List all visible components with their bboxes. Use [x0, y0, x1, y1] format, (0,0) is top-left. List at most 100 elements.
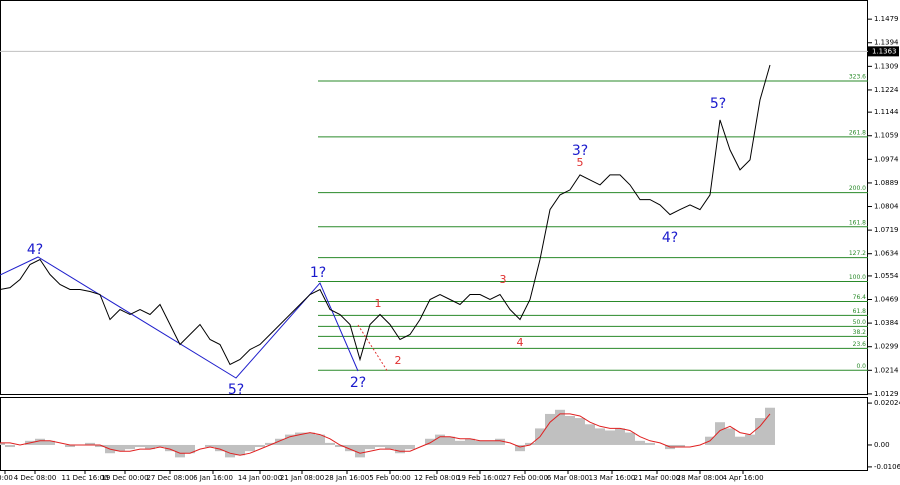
- fib-label: 161.8: [849, 219, 866, 226]
- y-tick-label: 1.0129: [874, 390, 899, 398]
- wave-label: 5?: [228, 382, 244, 398]
- y-tick-label: 1.0554: [874, 272, 899, 280]
- wave-label: 5?: [710, 96, 726, 112]
- wave-label: 3: [500, 273, 507, 286]
- osc-bar: [225, 444, 235, 458]
- osc-tick-label: 0.02024: [874, 399, 900, 407]
- wave-label: 3?: [572, 143, 588, 159]
- x-tick-label: 13 Mar 16:00: [589, 474, 636, 482]
- x-tick-label: 11 Dec 16:00: [61, 474, 108, 482]
- wave-label: 4?: [27, 242, 43, 258]
- osc-bar: [555, 409, 565, 445]
- x-tick-label: 21 Jan 08:00: [280, 474, 324, 482]
- osc-bar: [235, 444, 245, 456]
- current-price-label: 1.1363: [872, 47, 897, 55]
- osc-bar: [485, 440, 495, 445]
- x-tick-label: 4 Dec 08:00: [14, 474, 57, 482]
- osc-bar: [215, 444, 225, 452]
- y-tick-label: 1.0889: [874, 179, 899, 187]
- osc-bar: [545, 413, 555, 445]
- x-tick-label: 19 Dec 00:00: [101, 474, 148, 482]
- osc-bar: [85, 442, 95, 445]
- osc-bar: [135, 444, 145, 448]
- fib-label: 100.0: [849, 274, 866, 281]
- osc-bar: [615, 428, 625, 445]
- osc-bar: [445, 436, 455, 445]
- price-line: [0, 64, 771, 366]
- osc-bar: [65, 444, 75, 448]
- wave-label: 5: [577, 156, 584, 169]
- osc-bar: [275, 438, 285, 445]
- osc-tick-label: -0.0106: [874, 463, 900, 471]
- wave-label: 4: [517, 336, 524, 349]
- fib-label: 50.0: [853, 319, 867, 326]
- fib-label: 323.6: [849, 74, 866, 81]
- x-tick-label: 19 Feb 16:00: [457, 474, 503, 482]
- fib-label: 61.8: [853, 308, 867, 315]
- osc-bar: [725, 428, 735, 445]
- osc-bar: [595, 428, 605, 445]
- osc-bar: [35, 438, 45, 445]
- osc-bar: [645, 442, 655, 445]
- osc-bar: [265, 442, 275, 445]
- osc-bar: [295, 432, 305, 445]
- y-tick-label: 1.1479: [874, 15, 899, 23]
- wave-line: [0, 256, 359, 379]
- osc-bar: [765, 407, 775, 445]
- osc-bar: [5, 444, 15, 448]
- osc-bar: [575, 418, 585, 445]
- osc-bar: [565, 416, 575, 445]
- osc-signal-line: [0, 413, 771, 456]
- y-tick-label: 1.1059: [874, 132, 899, 140]
- osc-bar: [675, 444, 685, 448]
- osc-bar: [355, 444, 365, 458]
- osc-bar: [375, 444, 385, 448]
- osc-bar: [735, 436, 745, 445]
- wave-label: 1: [375, 297, 382, 310]
- x-tick-label: 6 Mar 08:00: [547, 474, 589, 482]
- osc-bar: [455, 440, 465, 445]
- wave-label: 2?: [350, 375, 366, 391]
- x-tick-label: 5 Feb 00:00: [369, 474, 410, 482]
- osc-tick-label: 0.00: [874, 441, 890, 449]
- x-tick-label: 4 Apr 16:00: [722, 474, 763, 482]
- osc-bar: [385, 444, 395, 450]
- osc-bar: [125, 444, 135, 450]
- x-tick-label: 12 Feb 08:00: [414, 474, 460, 482]
- oscillator-panel-frame: [0, 397, 868, 471]
- fib-label: 200.0: [849, 185, 866, 192]
- osc-bar: [425, 438, 435, 445]
- osc-bar: [155, 444, 165, 448]
- osc-bar: [325, 442, 335, 445]
- fib-label: 0.0: [856, 363, 866, 370]
- oscillator-panel: 0.02024 0.00 -0.0106: [0, 399, 900, 471]
- osc-bar: [745, 434, 755, 445]
- x-tick-label: 21 Mar 00:00: [634, 474, 681, 482]
- y-tick-label: 1.0384: [874, 319, 899, 327]
- y-tick-label: 1.0804: [874, 203, 899, 211]
- osc-bar: [285, 434, 295, 445]
- osc-bar: [755, 418, 765, 445]
- x-tick-label: 27 Dec 08:00: [146, 474, 193, 482]
- y-tick-label: 1.1394: [874, 39, 899, 47]
- y-tick-label: 1.1144: [874, 108, 899, 116]
- wave-label: 2: [395, 354, 402, 367]
- fib-label: 76.4: [853, 294, 867, 301]
- osc-bar: [715, 422, 725, 445]
- current-price-box: [868, 46, 899, 57]
- osc-bar: [335, 444, 345, 448]
- osc-bar: [305, 432, 315, 445]
- x-tick-label: 28 Jan 16:00: [325, 474, 369, 482]
- osc-bar: [515, 444, 525, 452]
- x-tick-label: 14 Jan 00:00: [238, 474, 282, 482]
- price-panel: 1.1479 1.1394 1.1309 1.1224 1.1144 1.1059 1.09…: [0, 15, 899, 482]
- osc-bar: [45, 440, 55, 445]
- price-panel-frame: [0, 0, 868, 395]
- osc-bar: [185, 444, 195, 454]
- osc-bar: [255, 444, 265, 448]
- osc-bar: [145, 444, 155, 450]
- osc-bar: [475, 440, 485, 445]
- y-tick-label: 1.0974: [874, 155, 899, 163]
- osc-bar: [365, 444, 375, 450]
